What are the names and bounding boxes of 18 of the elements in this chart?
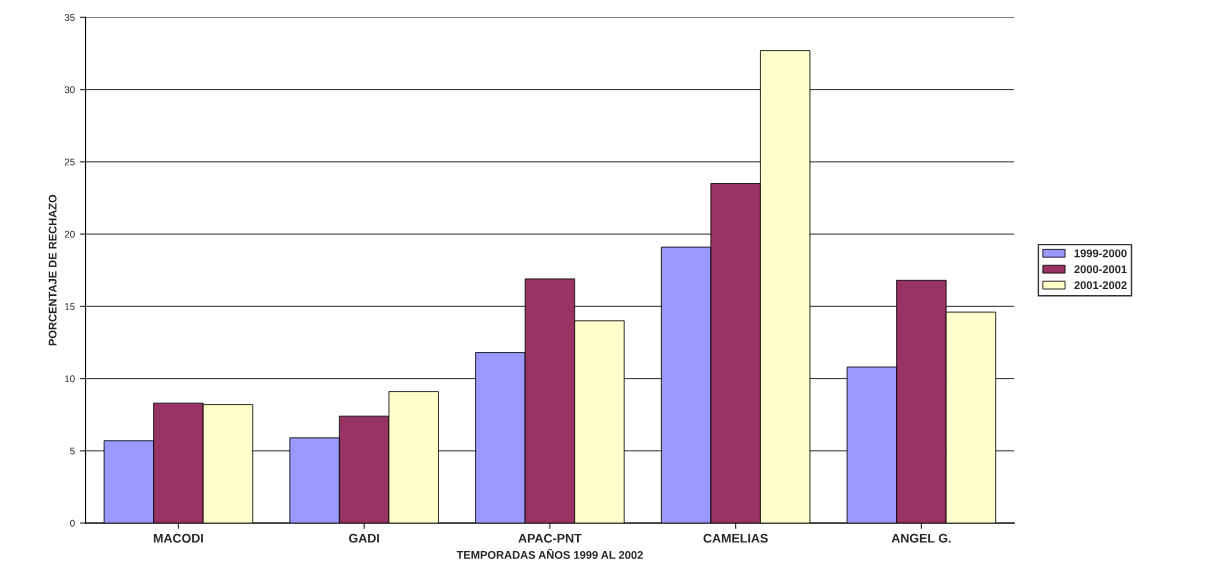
y-tick-label: 15	[65, 303, 75, 310]
y-tick-label: 35	[64, 14, 75, 21]
y-tick-label: 0	[70, 519, 75, 527]
x-tick-label: MACODI	[153, 533, 203, 543]
x-tick-label: APAC-PNT	[518, 533, 582, 543]
x-tick-label: ANGEL G.	[891, 533, 951, 543]
y-tick-label: 30	[64, 86, 75, 94]
x-tick-label: GADI	[349, 533, 379, 543]
y-tick-label: 25	[64, 158, 75, 166]
y-tick-label: 5	[70, 447, 75, 455]
y-tick-label: 20	[64, 230, 75, 238]
y-axis-title: PORCENTAJE DE RECHAZO	[48, 194, 57, 346]
x-axis-title: TEMPORADAS AÑOS 1999 AL 2002	[456, 548, 643, 559]
y-tick-label: 10	[65, 375, 75, 383]
x-tick-label: CAMELIAS	[703, 533, 768, 543]
legend-label: 2001-2002	[1074, 281, 1127, 290]
legend-label: 1999-2000	[1074, 249, 1127, 258]
legend-label: 2000-2001	[1074, 265, 1127, 274]
